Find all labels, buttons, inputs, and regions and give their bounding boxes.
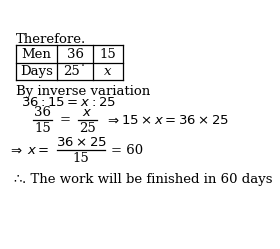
Text: $\therefore$: $\therefore$ (11, 173, 23, 186)
Text: 25: 25 (79, 122, 96, 135)
Text: 15: 15 (100, 48, 116, 61)
Text: = 60: = 60 (111, 144, 143, 157)
Text: Men: Men (22, 48, 51, 61)
Text: =: = (60, 114, 71, 127)
Text: $\Rightarrow$: $\Rightarrow$ (8, 144, 23, 157)
Text: 36: 36 (67, 48, 83, 61)
Text: 15: 15 (73, 152, 89, 165)
Text: 36: 36 (34, 106, 51, 119)
Text: Days: Days (20, 65, 53, 78)
Text: Therefore.: Therefore. (16, 33, 86, 46)
Text: $\Rightarrow$: $\Rightarrow$ (105, 114, 120, 127)
Text: $15\times x=36\times 25$: $15\times x=36\times 25$ (121, 114, 229, 127)
Text: $x$: $x$ (82, 106, 93, 119)
Text: $36\times 25$: $36\times 25$ (55, 136, 106, 149)
Text: $x=$: $x=$ (27, 144, 49, 157)
Text: 25˙: 25˙ (64, 65, 87, 78)
Text: x: x (104, 65, 112, 78)
Text: By inverse variation: By inverse variation (16, 85, 150, 98)
Text: 15: 15 (34, 122, 51, 135)
Text: $36:15=x:25$: $36:15=x:25$ (21, 96, 116, 109)
Text: . The work will be finished in 60 days: . The work will be finished in 60 days (22, 173, 273, 186)
